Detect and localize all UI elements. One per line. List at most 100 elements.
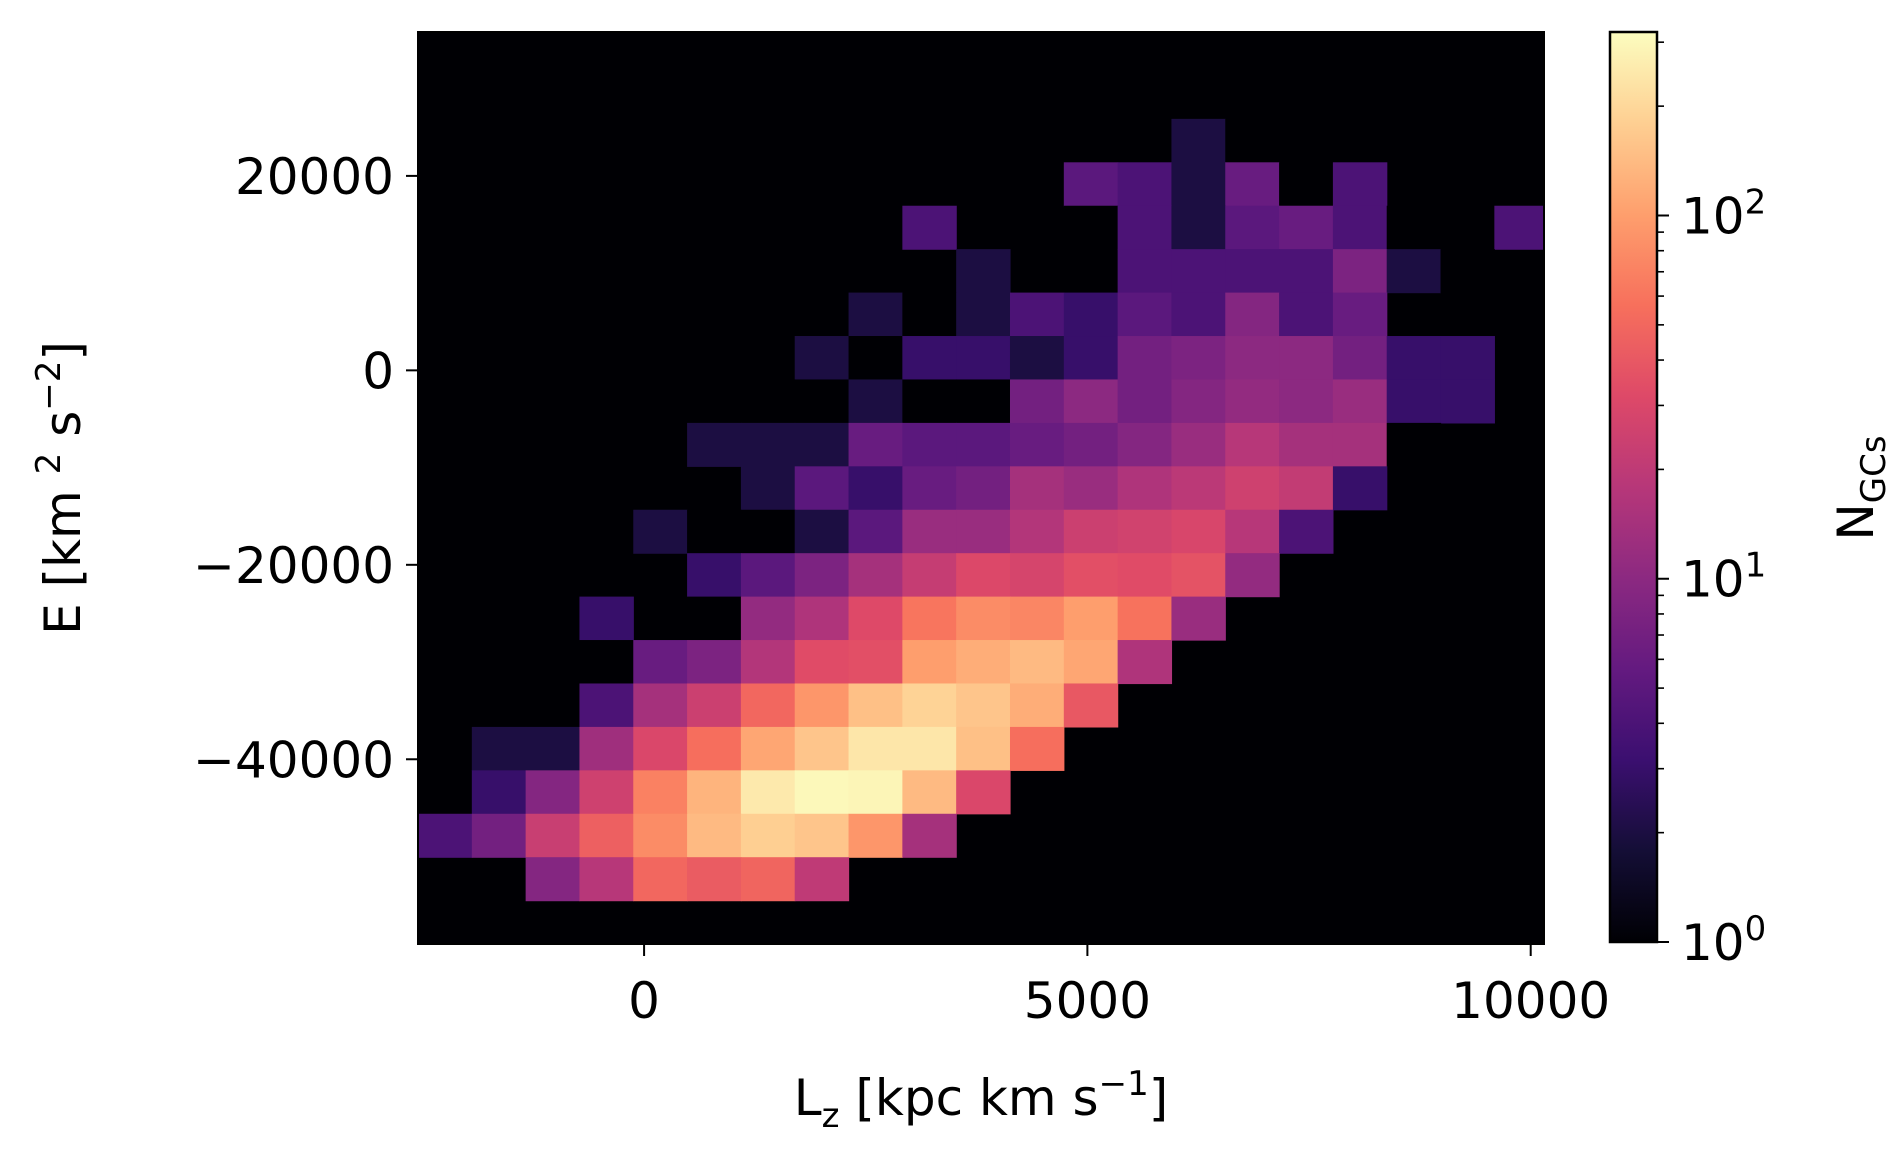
heatmap-cell — [1063, 509, 1119, 554]
heatmap-cell — [471, 813, 527, 858]
heatmap-cell — [956, 596, 1011, 641]
heatmap-cell — [1225, 509, 1280, 554]
colorbar-label: NGCs — [1827, 435, 1894, 540]
heatmap-cell — [1225, 553, 1280, 598]
heatmap-cell — [1171, 118, 1226, 163]
heatmap-cell — [1171, 422, 1226, 467]
heatmap-cell — [1063, 683, 1119, 728]
heatmap-cell — [956, 640, 1011, 685]
heatmap-cell — [794, 640, 850, 685]
heatmap-cell — [633, 683, 688, 728]
x-tick-label: 5000 — [1024, 972, 1151, 1030]
heatmap-cell — [1117, 596, 1173, 641]
heatmap-cell — [1009, 336, 1065, 381]
heatmap-cell — [1279, 292, 1334, 337]
heatmap-cell — [1171, 379, 1226, 424]
heatmap-cells — [418, 32, 1545, 902]
heatmap-cell — [740, 640, 796, 685]
heatmap-cell — [1225, 466, 1280, 511]
heatmap-cell — [848, 379, 903, 424]
heatmap-cell — [579, 683, 634, 728]
heatmap-cell — [579, 813, 634, 858]
heatmap-cell — [848, 596, 903, 641]
y-axis-ticks: −40000 −20000 0 20000 — [193, 148, 418, 789]
heatmap-cell — [1063, 292, 1119, 337]
heatmap-cell — [418, 813, 473, 858]
heatmap-cell — [1171, 292, 1226, 337]
heatmap-cell — [418, 596, 473, 641]
colorbar-tick-label: 102 — [1681, 182, 1766, 245]
heatmap-cell — [687, 683, 742, 728]
colorbar-frame — [1608, 30, 1659, 944]
heatmap-cell — [471, 726, 527, 771]
heatmap-cell — [1332, 292, 1388, 337]
heatmap-cell — [902, 379, 957, 424]
heatmap-cell — [740, 466, 796, 511]
heatmap-cell — [794, 596, 850, 641]
heatmap-cell — [1279, 422, 1334, 467]
heatmap-cell — [1332, 379, 1388, 424]
heatmap-cell — [1332, 336, 1388, 381]
heatmap-cell — [902, 422, 957, 467]
heatmap-cell — [794, 422, 850, 467]
heatmap-cell — [1332, 162, 1388, 207]
heatmap-cell — [848, 640, 903, 685]
heatmap-cell — [687, 726, 742, 771]
heatmap-cell — [902, 813, 957, 858]
heatmap-cell — [794, 509, 850, 554]
heatmap-cell — [848, 292, 903, 337]
heatmap-cell — [1171, 596, 1226, 641]
heatmap-cell — [1117, 379, 1173, 424]
heatmap-cell — [1225, 162, 1280, 207]
heatmap-cell — [1440, 336, 1495, 381]
heatmap-cell — [1225, 249, 1280, 294]
heatmap-cell — [1009, 640, 1065, 685]
heatmap-cell — [848, 553, 903, 598]
heatmap-cell — [525, 813, 581, 858]
heatmap-cell — [1440, 75, 1495, 120]
heatmap-cell — [1386, 336, 1442, 381]
heatmap-cell — [579, 640, 634, 685]
heatmap-cell — [687, 596, 742, 641]
heatmap-cell — [1063, 162, 1119, 207]
heatmap-cell — [848, 813, 903, 858]
heatmap-cell — [1009, 466, 1065, 511]
heatmap-cell — [848, 726, 903, 771]
heatmap-cell — [1063, 466, 1119, 511]
heatmap-cell — [1171, 162, 1226, 207]
heatmap-cell — [956, 726, 1011, 771]
heatmap-cell — [1225, 379, 1280, 424]
colorbar — [1610, 32, 1657, 942]
heatmap-cell — [902, 205, 957, 250]
heatmap-cell — [1332, 205, 1388, 250]
heatmap-cell — [1386, 379, 1442, 424]
heatmap-cell — [1009, 553, 1065, 598]
heatmap-cell — [1386, 422, 1442, 467]
heatmap-cell — [1009, 422, 1065, 467]
heatmap-cell — [902, 336, 957, 381]
heatmap-cell — [1063, 553, 1119, 598]
heatmap-cell — [902, 726, 957, 771]
heatmap-cell — [740, 509, 796, 554]
heatmap-cell — [740, 770, 796, 815]
heatmap-cell — [794, 466, 850, 511]
heatmap-cell — [1171, 205, 1226, 250]
heatmap-cell — [740, 596, 796, 641]
heatmap-cell — [1279, 249, 1334, 294]
heatmap-cell — [1171, 509, 1226, 554]
plot-frame — [417, 31, 1545, 945]
heatmap-cell — [1494, 205, 1545, 250]
x-axis-ticks: 0 5000 10000 — [628, 944, 1610, 1030]
heatmap-cell — [902, 292, 957, 337]
heatmap-cell — [956, 292, 1011, 337]
heatmap-cell — [1171, 336, 1226, 381]
heatmap-cell — [1117, 118, 1173, 163]
heatmap-cell — [956, 379, 1011, 424]
heatmap-cell — [1009, 162, 1065, 207]
heatmap-cell — [525, 683, 581, 728]
heatmap-cell — [740, 422, 796, 467]
x-axis-label: Lz [kpc km s−1] — [794, 1064, 1168, 1136]
heatmap-cell — [848, 683, 903, 728]
heatmap-cell — [956, 336, 1011, 381]
heatmap-cell — [956, 683, 1011, 728]
